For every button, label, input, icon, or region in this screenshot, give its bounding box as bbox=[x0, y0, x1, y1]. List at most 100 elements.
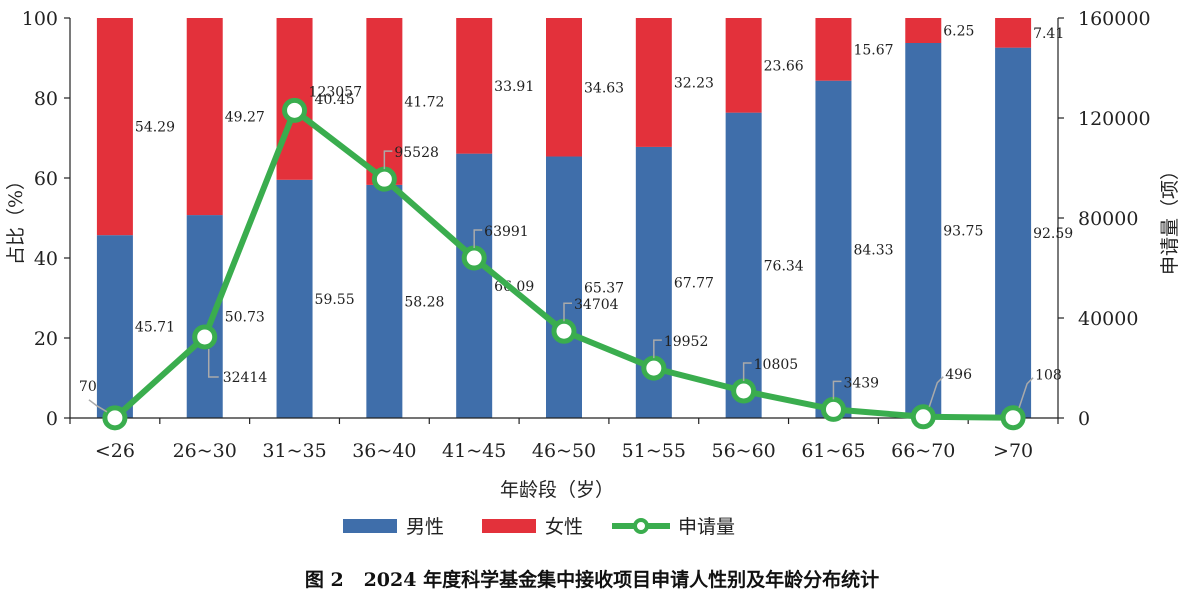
y-tick-label-0: 0 bbox=[46, 408, 58, 430]
legend-label-male: 男性 bbox=[406, 516, 444, 538]
male-data-label-3: 58.28 bbox=[404, 294, 444, 310]
x-tick-label-8: 61~65 bbox=[801, 440, 865, 462]
bar-female-9 bbox=[905, 18, 942, 43]
bar-female-8 bbox=[815, 18, 852, 81]
line-leader-7 bbox=[742, 362, 752, 381]
chart-title: 图 2 2024 年度科学基金集中接收项目申请人性别及年龄分布统计 bbox=[305, 568, 879, 591]
line-data-label-7: 10805 bbox=[754, 357, 799, 373]
female-data-label-3: 41.72 bbox=[404, 94, 444, 110]
line-data-label-5: 34704 bbox=[574, 297, 619, 313]
x-tick-label-0: <26 bbox=[95, 440, 135, 462]
application-count-marker-6 bbox=[641, 355, 667, 381]
x-tick-label-10: >70 bbox=[993, 440, 1033, 462]
y-axis-label: 占比（%） bbox=[5, 171, 27, 265]
line-label-layer: 70 32414 123057 95528 63991 34704 19952 10805 34… bbox=[79, 84, 1062, 413]
y-tick-label-1: 20 bbox=[34, 328, 58, 350]
bar-female-6 bbox=[635, 18, 672, 147]
y2-tick-label-0: 0 bbox=[1078, 408, 1090, 430]
bar-female-4 bbox=[456, 18, 493, 154]
line-data-label-2: 123057 bbox=[309, 84, 362, 100]
line-data-label-4: 63991 bbox=[484, 224, 529, 240]
male-data-label-0: 45.71 bbox=[135, 320, 175, 336]
line-leader-5 bbox=[563, 302, 572, 322]
line-data-label-0: 70 bbox=[79, 379, 97, 395]
bar-label-layer: 45.71 54.29 50.73 49.27 59.55 40.45 58.28 41.72… bbox=[135, 24, 1073, 336]
legend-swatch-line-marker bbox=[633, 518, 649, 534]
female-data-label-1: 49.27 bbox=[225, 110, 265, 126]
female-data-label-7: 23.66 bbox=[764, 58, 804, 74]
application-count-marker-4 bbox=[461, 245, 487, 271]
y-tick-label-5: 100 bbox=[22, 8, 58, 30]
y-tick-label-2: 40 bbox=[34, 248, 58, 270]
x-tick-label-9: 66~70 bbox=[891, 440, 955, 462]
application-count-marker-8 bbox=[820, 396, 846, 422]
line-leader-8 bbox=[832, 380, 842, 400]
female-data-label-8: 15.67 bbox=[853, 42, 893, 58]
x-tick-label-4: 41~45 bbox=[442, 440, 506, 462]
application-count-marker-10 bbox=[1000, 405, 1026, 431]
line-leader-9 bbox=[928, 376, 944, 407]
line-leader-4 bbox=[473, 229, 483, 249]
x-tick-label-2: 31~35 bbox=[262, 440, 326, 462]
line-data-label-1: 32414 bbox=[223, 370, 268, 386]
bar-male-0 bbox=[96, 235, 133, 418]
bar-male-1 bbox=[186, 215, 223, 418]
line-leader-1 bbox=[207, 348, 219, 378]
y2-tick-label-2: 80000 bbox=[1078, 208, 1138, 230]
female-data-label-9: 6.25 bbox=[943, 24, 974, 40]
male-data-label-7: 76.34 bbox=[764, 258, 804, 274]
line-leader-10 bbox=[1018, 377, 1034, 408]
legend: 男性 女性 申请量 bbox=[343, 516, 735, 538]
bar-female-10 bbox=[995, 18, 1032, 48]
line-leader-0 bbox=[88, 399, 108, 413]
male-data-label-8: 84.33 bbox=[853, 242, 893, 258]
male-data-label-10: 92.59 bbox=[1033, 226, 1073, 242]
legend-swatch-female bbox=[482, 519, 536, 533]
x-tick-label-5: 46~50 bbox=[532, 440, 596, 462]
bar-male-2 bbox=[276, 179, 313, 418]
y-tick-label-3: 60 bbox=[34, 168, 58, 190]
female-data-label-6: 32.23 bbox=[674, 75, 714, 91]
female-data-label-4: 33.91 bbox=[494, 79, 534, 95]
bar-female-1 bbox=[186, 18, 223, 216]
y2-tick-label-3: 120000 bbox=[1078, 108, 1151, 130]
bar-male-3 bbox=[366, 184, 403, 418]
application-count-marker-5 bbox=[551, 318, 577, 344]
line-data-label-6: 19952 bbox=[664, 334, 709, 350]
female-data-label-2: 40.45 bbox=[315, 92, 355, 108]
line-leader-6 bbox=[653, 339, 662, 359]
bar-female-5 bbox=[546, 18, 582, 157]
x-axis-label: 年龄段（岁） bbox=[500, 479, 614, 501]
line-leader-3 bbox=[383, 150, 393, 170]
application-count-marker-3 bbox=[371, 166, 397, 192]
application-count-marker-9 bbox=[910, 404, 936, 430]
line-data-label-3: 95528 bbox=[394, 145, 439, 161]
bar-male-10 bbox=[995, 47, 1032, 418]
male-data-label-6: 67.77 bbox=[674, 275, 714, 291]
bar-female-0 bbox=[96, 18, 133, 236]
line-data-label-8: 3439 bbox=[843, 375, 879, 391]
application-count-marker-7 bbox=[731, 378, 757, 404]
application-count-marker-2 bbox=[282, 97, 308, 123]
male-data-label-1: 50.73 bbox=[225, 310, 265, 326]
male-data-label-2: 59.55 bbox=[315, 292, 355, 308]
x-tick-label-7: 56~60 bbox=[711, 440, 775, 462]
y-tick-label-4: 80 bbox=[34, 88, 58, 110]
female-data-label-10: 7.41 bbox=[1033, 26, 1064, 42]
bar-male-5 bbox=[546, 156, 582, 418]
line-data-label-10: 108 bbox=[1035, 368, 1062, 384]
line-layer bbox=[102, 97, 1026, 431]
legend-label-line: 申请量 bbox=[678, 516, 735, 538]
legend-label-female: 女性 bbox=[545, 516, 583, 538]
y2-tick-label-1: 40000 bbox=[1078, 308, 1138, 330]
y2-axis-label: 申请量（项） bbox=[1159, 161, 1181, 275]
y2-tick-label-4: 160000 bbox=[1078, 8, 1151, 30]
male-data-label-5: 65.37 bbox=[584, 280, 624, 296]
legend-swatch-male bbox=[343, 519, 397, 533]
application-count-marker-1 bbox=[192, 324, 218, 350]
x-tick-label-1: 26~30 bbox=[173, 440, 237, 462]
bar-female-7 bbox=[725, 18, 762, 113]
line-data-label-9: 496 bbox=[945, 367, 972, 383]
